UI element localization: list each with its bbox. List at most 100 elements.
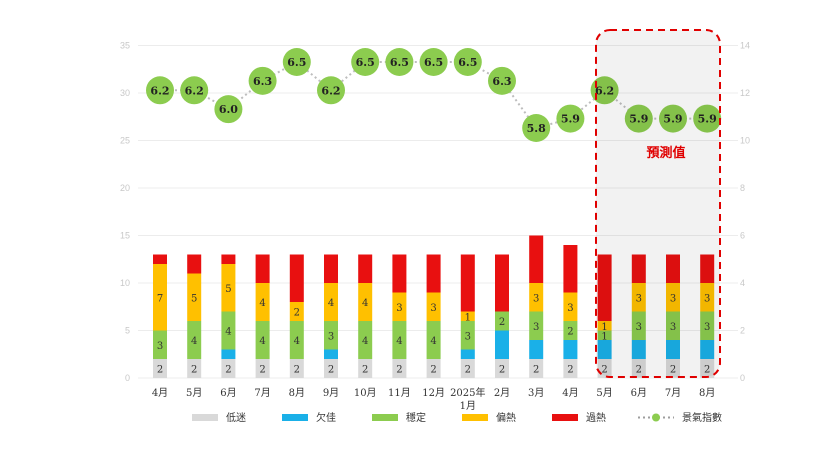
bar-value-label: 2 [362, 365, 368, 376]
bar-segment [153, 330, 167, 359]
left-tick-label: 30 [120, 88, 130, 98]
index-point [351, 48, 380, 76]
bar-value-label: 3 [636, 293, 642, 304]
index-point-label: 5.9 [561, 113, 580, 126]
bar-value-label: 3 [533, 322, 539, 333]
bar-value-label: 4 [362, 298, 368, 309]
index-point-label: 6.3 [492, 75, 511, 88]
index-point-label: 6.2 [185, 84, 204, 97]
bar-value-label: 4 [328, 298, 334, 309]
legend-label: 欠佳 [316, 411, 336, 424]
bar-segment [426, 292, 441, 321]
index-point [419, 48, 448, 76]
index-point [317, 76, 345, 105]
bar-segment [187, 254, 202, 274]
bar-segment [563, 340, 578, 359]
bar-value-label: 2 [499, 317, 505, 328]
index-point [180, 76, 209, 105]
bar-segment [187, 321, 202, 359]
index-point-label: 6.0 [219, 103, 238, 116]
bar-segment [460, 311, 475, 321]
x-tick-label: 3月 [528, 387, 544, 399]
right-tick-label: 10 [740, 136, 750, 146]
bar-value-label: 2 [259, 365, 265, 376]
x-tick-label: 10月 [354, 387, 377, 399]
left-tick-label: 5 [125, 326, 130, 336]
legend-swatch [552, 414, 578, 421]
index-point [488, 66, 516, 95]
bar-value-label: 2 [157, 365, 163, 376]
bar-segment [700, 340, 715, 359]
bar-value-label: 4 [396, 336, 402, 347]
x-tick-label: 7月 [254, 387, 270, 399]
x-axis-labels: 4月 5月 6月 7月 8月 9月 10月 11月 12月 2025年 1月 2月 3月 4月 5月 6月 7月… [152, 386, 716, 412]
bar-segment [324, 359, 338, 378]
bar-value-label: 3 [704, 322, 710, 333]
index-point-label: 6.5 [424, 56, 443, 69]
index-point [385, 48, 414, 76]
x-tick-label: 12月 [422, 387, 445, 399]
bar-segment [563, 359, 578, 378]
bar-segment [597, 340, 612, 359]
bar-value-label: 4 [259, 298, 265, 309]
bar-value-label: 3 [670, 322, 676, 333]
index-point [624, 104, 653, 133]
index-point [556, 104, 585, 133]
bar-segment [358, 321, 373, 359]
forecast-region: 預測值 [595, 29, 721, 378]
forecast-label: 預測值 [646, 145, 685, 161]
x-tick-label: 11月 [388, 387, 411, 399]
bar-segment [666, 340, 680, 359]
bar-value-label: 2 [567, 327, 573, 338]
index-point [522, 114, 551, 142]
bar-value-label: 1 [601, 331, 607, 342]
x-tick-label: 8月 [699, 387, 715, 399]
bar-segment [221, 359, 236, 378]
bar-segment [700, 283, 715, 312]
index-point [693, 104, 722, 133]
bar-segment [426, 254, 441, 293]
bar-value-label: 3 [157, 341, 163, 352]
index-point-label: 5.9 [698, 113, 717, 126]
bar-value-label: 3 [636, 322, 642, 333]
bar-segment [597, 254, 612, 321]
bar-value-label: 2 [294, 365, 300, 376]
bar-value-label: 2 [636, 365, 642, 376]
x-tick-label: 8月 [289, 387, 305, 399]
bar-segment [289, 359, 304, 378]
legend-label: 景氣指數 [682, 411, 722, 424]
index-point-label: 6.5 [390, 56, 409, 69]
bar-segment [324, 321, 338, 350]
bar-segment [221, 349, 236, 359]
bar-segment [460, 359, 475, 378]
bar-segment [289, 254, 304, 302]
bar-segment [460, 349, 475, 359]
index-point [659, 104, 687, 133]
x-tick-label: 6月 [631, 387, 647, 399]
index-point [248, 66, 277, 95]
bar-value-label: 2 [601, 365, 607, 376]
bar-segment [529, 235, 544, 283]
left-tick-label: 20 [120, 183, 130, 193]
x-tick-label: 2025年 1月 [450, 386, 485, 412]
bar-segment [289, 321, 304, 359]
bar-value-label: 5 [191, 293, 197, 304]
bar-segment [666, 311, 680, 340]
right-axis-ticks: 0 2 4 6 8 10 12 14 [740, 41, 750, 384]
bar-segment [495, 254, 509, 312]
bar-segment [153, 254, 167, 264]
index-point [282, 48, 311, 76]
bar-segment [392, 359, 407, 378]
bar-segment [426, 321, 441, 359]
bar-segment [631, 340, 646, 359]
bar-segment [460, 254, 475, 312]
legend-label: 穩定 [406, 411, 426, 424]
bar-segment [597, 330, 612, 340]
bar-segment [495, 359, 509, 378]
bar-segment [700, 311, 715, 340]
legend-swatch [282, 414, 308, 421]
bar-segment [324, 349, 338, 359]
bar-value-label: 3 [328, 331, 334, 342]
bar-segment [529, 340, 544, 359]
legend-swatch [372, 414, 398, 421]
